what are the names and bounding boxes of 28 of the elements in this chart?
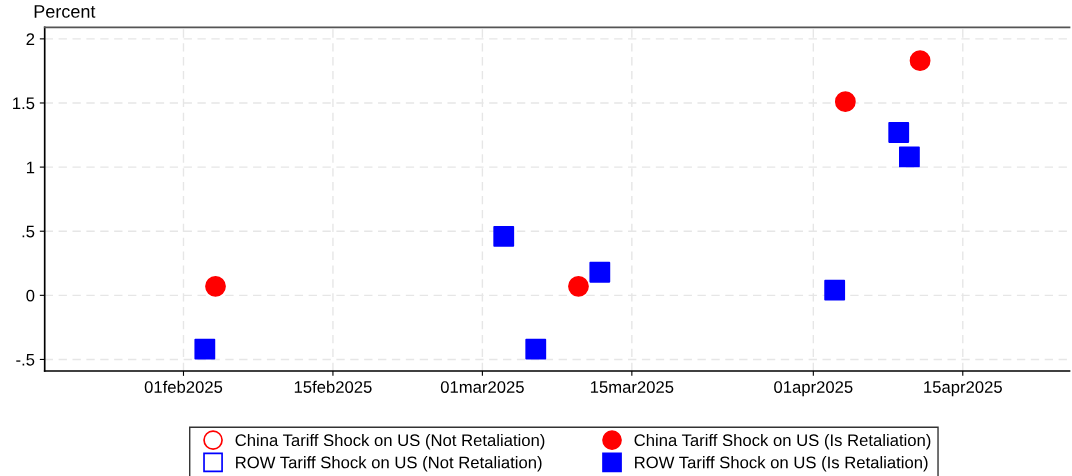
legend-label: China Tariff Shock on US (Is Retaliation) [634, 433, 931, 450]
point [525, 338, 547, 360]
y-tick-label: 0 [26, 289, 35, 302]
legend-label: ROW Tariff Shock on US (Is Retaliation) [635, 456, 928, 472]
point [568, 275, 589, 297]
point [909, 50, 931, 72]
point [824, 279, 846, 301]
point [888, 122, 910, 143]
y-tick-label: .5 [22, 225, 35, 238]
point [834, 91, 856, 113]
y-tick-label: 1 [26, 161, 35, 174]
point [493, 225, 515, 247]
x-tick-label: 01feb2025 [144, 380, 223, 393]
x-tick-label: 15apr2025 [924, 381, 1002, 397]
x-tick-label: 01mar2025 [440, 381, 524, 393]
x-tick-label: 01apr2025 [774, 381, 853, 397]
x-tick-label: 15mar2025 [590, 381, 674, 393]
y-axis-title: Percent [34, 5, 96, 18]
point [898, 146, 920, 168]
point [205, 275, 226, 297]
y-tick-label: -.5 [16, 354, 35, 366]
y-tick-label: 2 [26, 33, 35, 45]
x-tick-label: 15feb2025 [294, 380, 372, 393]
legend-label: China Tariff Shock on US (Not Retaliation) [235, 433, 545, 450]
point [194, 338, 216, 360]
point [589, 261, 611, 283]
legend-label: ROW Tariff Shock on US (Not Retaliation) [236, 456, 542, 472]
y-tick-label: 1.5 [13, 97, 35, 110]
